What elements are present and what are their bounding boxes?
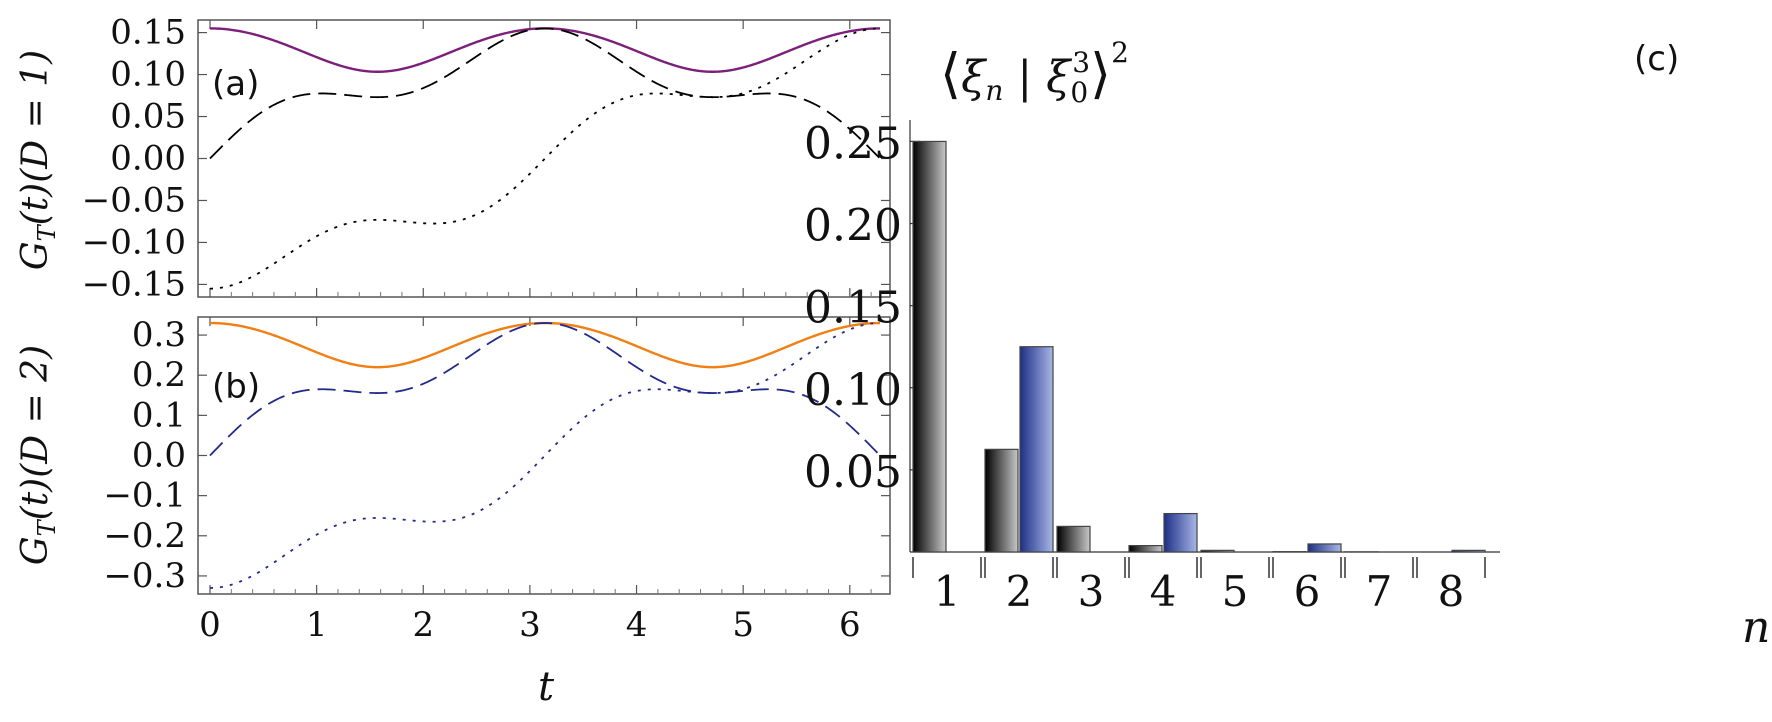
panel-b-xtick-label: 2: [412, 605, 434, 645]
panel-a-ytick-label: −0.05: [82, 180, 186, 220]
panel-c-title-n: n: [985, 74, 1003, 107]
panel-b-ytick-label: 0.2: [132, 355, 186, 395]
panel-b-ytick-label: 0.0: [132, 436, 186, 476]
panel-c-title: ⟨ξn | ξ03⟩2: [940, 36, 1129, 109]
panel-b-frame: [197, 316, 891, 595]
panel-c-title-pow: 2: [1111, 36, 1129, 69]
panel-a-y-axis: 0.150.100.050.00−0.05−0.10−0.15: [82, 13, 890, 304]
panel-b-series-dotted: [209, 322, 881, 589]
panel-b-ylabel: GT(t)(D = 2): [15, 345, 61, 565]
bar-blue-n6: [1307, 543, 1342, 553]
panel-c-ytick-label: 0.20: [804, 201, 902, 252]
panel-b-ylabel-sub: T: [33, 518, 61, 536]
panel-c-label: (c): [1634, 39, 1679, 79]
panel-b-xtick-label: 1: [306, 605, 328, 645]
panel-a-ytick-label: 0.05: [110, 97, 186, 137]
panel-b-xtick-label: 4: [626, 605, 648, 645]
panel-b-xtick-label: 0: [199, 605, 221, 645]
panel-b-label: (b): [212, 367, 260, 407]
panel-b-xlabel: t: [538, 664, 555, 710]
bar-gray-n4: [1128, 544, 1163, 553]
panel-c-title-open: ⟨: [940, 42, 961, 105]
panel-c-xtick-label: 3: [1078, 567, 1105, 616]
panel-b-ytick-label: −0.2: [103, 516, 186, 556]
panel-b: (b) GT(t)(D = 2) 0.30.20.10.0−0.1−0.2−0.…: [15, 315, 891, 710]
bar-blue-n4: [1163, 512, 1198, 553]
panel-b-xtick-label: 5: [732, 605, 754, 645]
panel-c-title-xi: ξ: [961, 52, 988, 103]
panel-a-series: [209, 27, 881, 290]
panel-a-ylabel-sub: T: [33, 223, 61, 241]
panel-c-xtick-label: 7: [1366, 567, 1393, 616]
panel-a-ytick-label: 0.10: [110, 55, 186, 95]
panel-b-y-axis: 0.30.20.10.0−0.1−0.2−0.3: [103, 315, 890, 596]
panel-a-ytick-label: 0.15: [110, 13, 186, 53]
panel-a: (a) GT(t)(D = 1) 0.150.100.050.00−0.05−0…: [15, 13, 891, 304]
panel-b-ytick-label: 0.1: [132, 395, 186, 435]
panel-c-y-axis: 0.25 0.20 0.15 0.10 0.05: [804, 118, 1500, 553]
panel-b-series-envelope: [209, 321, 881, 369]
panel-a-x-axis: [209, 20, 872, 297]
bar-blue-n8: [1451, 549, 1486, 553]
panel-c-title-zero: 0: [1070, 76, 1088, 109]
panel-c-ytick-label: 0.15: [804, 283, 902, 334]
panel-c-ytick-label: 0.10: [804, 365, 902, 416]
panel-b-ytick-label: 0.3: [132, 315, 186, 355]
panel-c-xtick-label: 5: [1222, 567, 1249, 616]
panel-b-series: [209, 321, 881, 589]
panel-c-title-sup: 3: [1072, 46, 1090, 79]
panel-a-ylabel: GT(t)(D = 1): [15, 50, 61, 270]
panel-c-xtick-label: 8: [1438, 567, 1465, 616]
panel-c-title-close: ⟩: [1090, 42, 1111, 105]
panel-b-ytick-label: −0.3: [103, 556, 186, 596]
panel-c-xlabel: n: [1742, 602, 1770, 653]
bar-gray-n5: [1200, 549, 1235, 553]
panel-a-ylabel-g: G: [15, 241, 56, 270]
panel-a-series-dotted: [209, 27, 881, 290]
bar-gray-n2: [984, 448, 1019, 553]
panel-c-title-bar: |: [1003, 52, 1046, 103]
panel-b-xtick-label: 3: [519, 605, 541, 645]
panel-c-xtick-label: 4: [1150, 567, 1177, 616]
panel-c-title-xi2: ξ: [1046, 52, 1073, 103]
panel-b-series-dashed: [209, 322, 881, 457]
panel-a-series-envelope: [209, 27, 881, 73]
panel-b-ylabel-rest: (t)(D = 2): [15, 345, 56, 520]
panel-a-ytick-label: −0.15: [82, 264, 186, 304]
panel-b-xtick-label: 6: [839, 605, 861, 645]
panel-c-xtick-label: 6: [1294, 567, 1321, 616]
panel-b-ylabel-g: G: [15, 536, 56, 565]
panel-c-bars: [912, 140, 1486, 553]
panel-a-series-dashed: [209, 27, 881, 160]
panel-a-label: (a): [212, 64, 259, 104]
bar-blue-n2: [1019, 346, 1054, 553]
panel-b-ytick-label: −0.1: [103, 476, 186, 516]
panel-b-x-axis: 0 1 2 3 4 5 6: [199, 317, 872, 645]
panel-c-ytick-label: 0.25: [804, 118, 902, 169]
bar-gray-n3: [1056, 525, 1091, 553]
panel-a-ytick-label: 0.00: [110, 139, 186, 179]
panel-c-xtick-label: 2: [1006, 567, 1033, 616]
panel-a-ylabel-rest: (t)(D = 1): [15, 50, 56, 225]
panel-c-ytick-label: 0.05: [804, 447, 902, 498]
panel-a-ytick-label: −0.10: [82, 222, 186, 262]
panel-c-xtick-label: 1: [934, 567, 961, 616]
bar-gray-n1: [912, 140, 947, 553]
